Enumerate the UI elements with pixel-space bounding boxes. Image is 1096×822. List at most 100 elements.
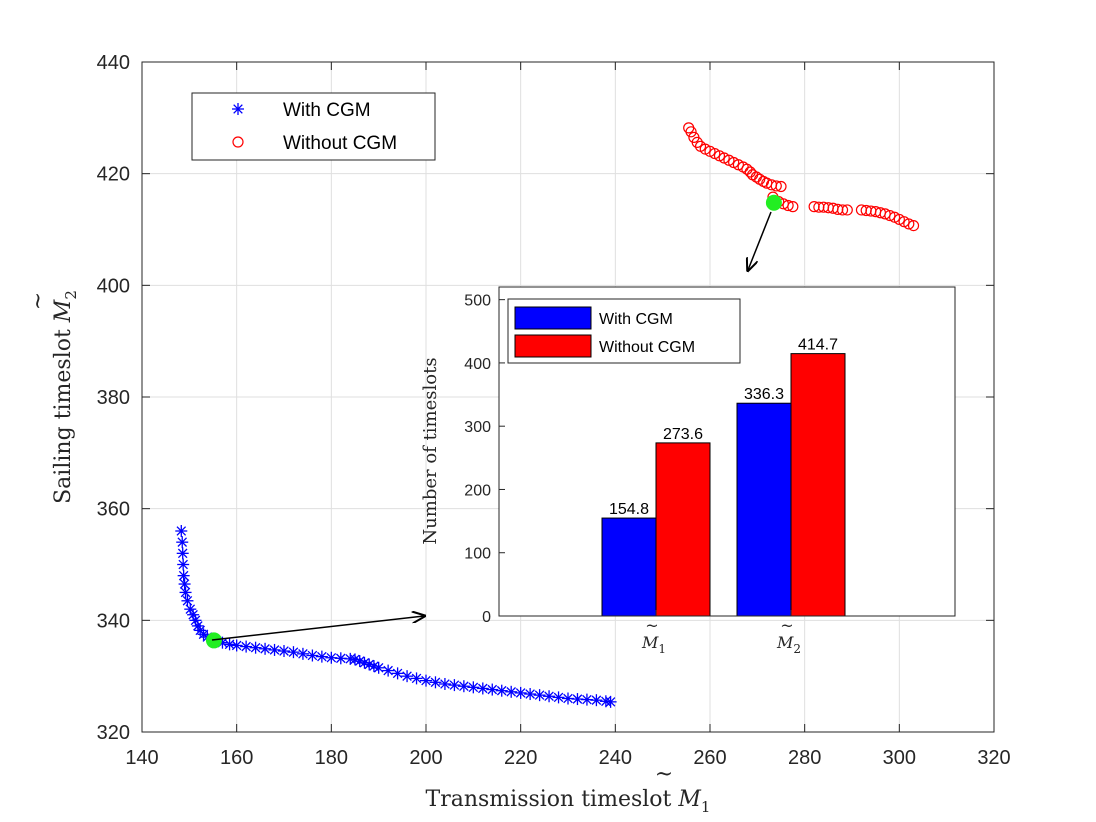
inset-category-label: M2 — [776, 633, 801, 656]
data-point-asterisk — [495, 684, 508, 697]
bar-value-label: 273.6 — [663, 426, 703, 443]
data-point-circle — [691, 136, 703, 148]
inset-y-axis-label: Number of timeslots — [420, 357, 441, 544]
bar-without-cgm — [655, 442, 711, 617]
inset-category-label: M1 — [641, 633, 666, 656]
data-point-asterisk — [240, 640, 253, 653]
data-point-circle — [841, 204, 853, 216]
data-point-asterisk — [268, 643, 281, 656]
bar-without-cgm — [790, 353, 846, 617]
x-axis-label: Transmission timeslot M1 — [426, 787, 711, 816]
callout-arrow-with-cgm — [211, 616, 424, 641]
x-tick-label: 260 — [693, 747, 726, 769]
main-series — [175, 122, 920, 708]
x-axis-ticks: 140 160 180 200 220 240 260 280 300 320 — [125, 62, 1011, 769]
data-point-asterisk — [230, 639, 243, 652]
data-point-circle — [741, 163, 753, 175]
data-point-asterisk — [372, 661, 385, 674]
x-tick-label: 280 — [788, 747, 821, 769]
main-legend: With CGM Without CGM — [191, 92, 436, 161]
data-point-asterisk — [486, 683, 499, 696]
bar-with-cgm — [601, 517, 657, 617]
y-tick-label: 440 — [97, 52, 130, 74]
y-tick-label: 320 — [97, 722, 130, 744]
data-point-asterisk — [429, 676, 442, 689]
x-axis-label-tilde: ~ — [655, 762, 673, 787]
y-tick-label: 340 — [97, 610, 130, 632]
data-point-asterisk — [287, 646, 300, 659]
inset-legend-label-with-cgm: With CGM — [599, 311, 673, 328]
data-point-asterisk — [249, 641, 262, 654]
y-axis-label-tilde: ~ — [26, 292, 51, 310]
data-point-circle — [907, 219, 920, 232]
x-tick-label: 140 — [125, 747, 158, 769]
y-tick-label: 420 — [97, 164, 130, 186]
inset-legend-swatch-with-cgm — [514, 306, 592, 330]
y-axis-ticks: 320 340 360 380 400 420 440 — [97, 52, 994, 744]
data-point-circle — [782, 199, 794, 212]
legend-marker-asterisk — [232, 103, 244, 115]
x-tick-label: 180 — [315, 747, 348, 769]
data-point-circle — [884, 209, 896, 222]
y-tick-label: 380 — [97, 387, 130, 409]
data-point-asterisk — [177, 558, 190, 571]
inset-legend: With CGM Without CGM — [507, 298, 741, 364]
highlight-point — [765, 194, 782, 211]
x-tick-label: 200 — [409, 747, 442, 769]
x-tick-label: 320 — [977, 747, 1010, 769]
data-point-asterisk — [467, 681, 480, 694]
inset-y-tick-label: 500 — [464, 293, 491, 310]
data-point-asterisk — [457, 680, 470, 693]
data-point-asterisk — [296, 647, 309, 660]
data-point-asterisk — [543, 690, 556, 703]
inset-category-labels: M1~M2~ — [641, 610, 801, 656]
x-tick-label: 160 — [220, 747, 253, 769]
data-point-circle — [903, 218, 915, 230]
data-point-asterisk — [315, 650, 328, 663]
inset-legend-label-without-cgm: Without CGM — [599, 339, 695, 356]
data-point-circle — [836, 204, 849, 216]
inset-axes-box — [498, 286, 956, 617]
data-point-asterisk — [178, 578, 191, 591]
data-point-asterisk — [391, 667, 404, 680]
data-point-asterisk — [552, 691, 565, 704]
data-point-asterisk — [476, 682, 489, 695]
data-point-asterisk — [176, 536, 189, 549]
inset-category-tilde: ~ — [780, 616, 793, 635]
data-point-asterisk — [514, 686, 527, 699]
data-point-asterisk — [448, 679, 461, 692]
legend-label-without-cgm: Without CGM — [283, 133, 397, 154]
inset-y-tick-label: 200 — [464, 482, 491, 499]
data-point-asterisk — [176, 547, 189, 560]
legend-asterisk — [232, 103, 244, 115]
bar-with-cgm — [736, 402, 792, 617]
data-point-asterisk — [590, 694, 603, 707]
y-axis-label: Sailing timeslot M2 — [51, 290, 80, 504]
bar-value-label: 336.3 — [744, 386, 784, 403]
data-point-asterisk — [533, 689, 546, 702]
data-point-asterisk — [420, 674, 432, 687]
y-tick-label: 360 — [97, 499, 130, 521]
inset-y-tick-label: 300 — [464, 419, 491, 436]
data-point-asterisk — [278, 645, 290, 658]
inset-bar-chart: 154.8 273.6 336.3 414.7 0 100 200 300 400 500 M1… — [420, 286, 956, 656]
inset-bars — [601, 353, 846, 617]
data-point-asterisk — [175, 525, 188, 537]
y-tick-label: 400 — [97, 275, 130, 297]
data-point-circle — [787, 201, 799, 213]
data-point-asterisk — [179, 586, 192, 599]
inset-y-tick-label: 400 — [464, 356, 491, 373]
data-point-circle — [770, 180, 782, 192]
bar-value-label: 414.7 — [798, 337, 838, 354]
data-point-asterisk — [181, 594, 194, 607]
data-point-asterisk — [259, 642, 272, 655]
data-point-circle — [685, 126, 697, 138]
data-point-asterisk — [604, 695, 617, 708]
data-point-asterisk — [438, 677, 451, 690]
inset-legend-swatch-without-cgm — [514, 334, 592, 358]
series-with-cgm — [175, 525, 617, 708]
data-point-asterisk — [524, 688, 537, 701]
x-tick-label: 300 — [883, 747, 916, 769]
legend-label-with-cgm: With CGM — [283, 100, 371, 121]
inset-y-tick-label: 0 — [482, 609, 491, 626]
